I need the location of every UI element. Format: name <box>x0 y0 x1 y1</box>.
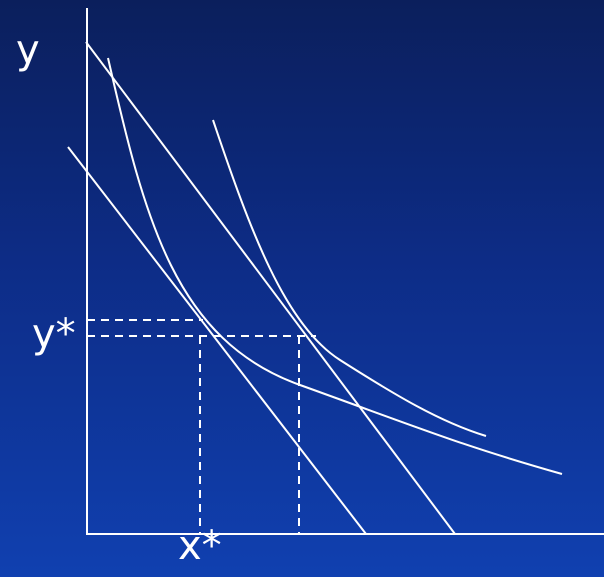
budget-line-inner <box>67 146 367 535</box>
indifference-curve-higher <box>212 119 487 437</box>
y-axis-label: y <box>16 27 40 73</box>
indifference-curve-lower <box>107 57 563 475</box>
y-star-label: y* <box>32 311 76 357</box>
x-star-label: x* <box>178 523 222 569</box>
budget-line-outer <box>85 41 456 535</box>
